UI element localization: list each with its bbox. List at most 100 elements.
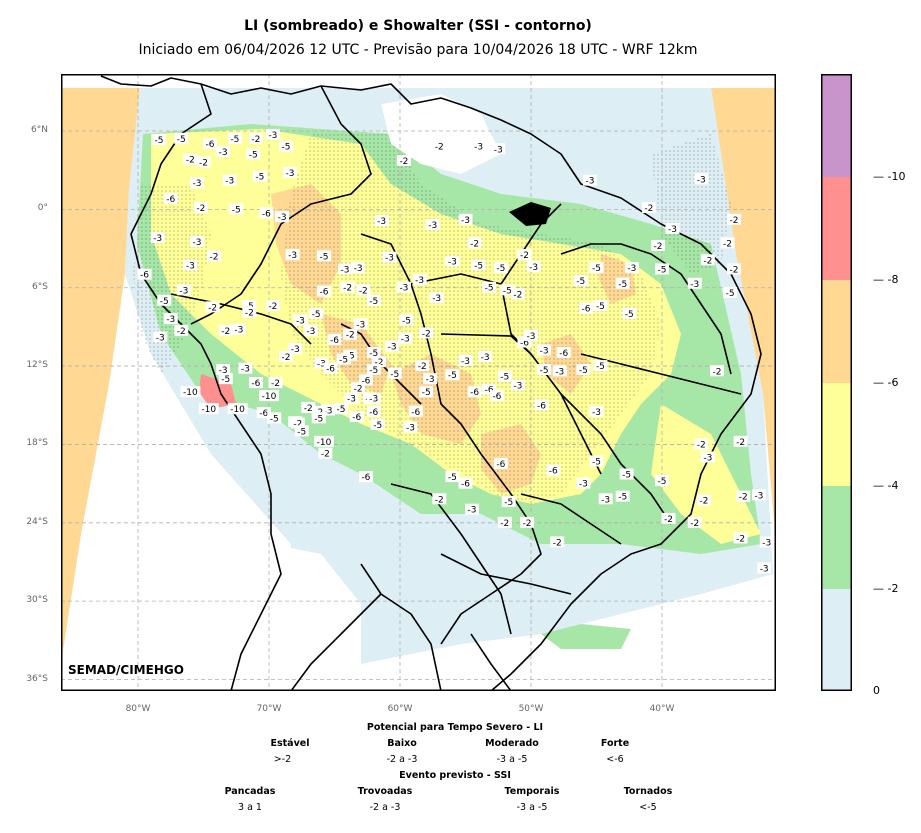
contour-label-bg xyxy=(227,132,242,144)
contour-label-bg xyxy=(641,202,656,214)
contour-label: -3 xyxy=(377,217,386,227)
ssi-storms-value: -3 a -5 xyxy=(516,802,548,813)
contour-label: -2 xyxy=(282,353,291,363)
contour-label: -5 xyxy=(230,135,239,145)
colorbar-tick-label: — -10 xyxy=(873,170,906,183)
contour-label-bg xyxy=(366,347,381,359)
contour-label-bg xyxy=(252,170,267,182)
contour-label-bg xyxy=(382,251,397,263)
contour-label: -5 xyxy=(504,498,513,508)
contour-label: -2 xyxy=(644,204,653,214)
contour-label-bg xyxy=(163,192,178,204)
contour-label: -5 xyxy=(592,264,601,274)
contour-label: -6 xyxy=(549,467,558,477)
contour-label-bg xyxy=(229,203,244,215)
contour-label-bg xyxy=(624,262,639,274)
forecast-map[interactable]: -5 -5-6-5 -2 -3-5-2 -2-3 -5-3 -3 -5 -3-6-2 -5 -6 -3… xyxy=(61,74,776,691)
contour-label-bg xyxy=(550,536,565,548)
colorbar-tick-label: — -4 xyxy=(873,479,899,492)
contour-label: -5 xyxy=(369,366,378,376)
contour-label-bg xyxy=(425,219,440,231)
contour-label-bg xyxy=(323,362,338,374)
contour-label: -3 xyxy=(401,335,410,345)
contour-label: -2 xyxy=(470,239,479,249)
contour-label: -6 xyxy=(492,392,501,402)
contour-label: -3 xyxy=(288,251,297,261)
colorbar xyxy=(821,74,852,691)
contour-label-bg xyxy=(445,369,460,381)
contour-label-bg xyxy=(218,373,233,385)
contour-label-bg xyxy=(279,350,294,362)
contour-label-bg xyxy=(349,411,364,423)
contour-label: -2 xyxy=(422,329,431,339)
contour-label-bg xyxy=(317,285,332,297)
colorbar-tick-label: — -2 xyxy=(873,582,899,595)
contour-label-bg xyxy=(537,363,552,375)
contour-label: -10 xyxy=(183,388,198,398)
contour-label-bg xyxy=(458,477,473,489)
contour-label-bg xyxy=(150,232,165,244)
contour-label-bg xyxy=(248,132,263,144)
contour-label-bg xyxy=(399,314,414,326)
contour-label: -3 xyxy=(426,375,435,385)
contour-label-bg xyxy=(534,399,549,411)
contour-label-bg xyxy=(579,302,594,314)
contour-label-bg xyxy=(582,174,597,186)
contour-label: -6 xyxy=(537,401,546,411)
contour-label: -5 xyxy=(177,135,186,145)
contour-label: -5 xyxy=(448,473,457,483)
contour-label-bg xyxy=(723,286,738,298)
contour-label: -2 xyxy=(553,538,562,548)
contour-label-bg xyxy=(153,331,168,343)
chart-title: LI (sombreado) e Showalter (SSI - contor… xyxy=(244,18,592,34)
contour-label: -2 xyxy=(739,493,748,503)
contour-label-bg xyxy=(467,386,482,398)
contour-label: -5 xyxy=(625,310,634,320)
contour-label: -3 xyxy=(278,213,287,223)
contour-label: -2 xyxy=(500,519,509,529)
contour-label: -6 xyxy=(326,365,335,375)
contour-label: -2 xyxy=(690,519,699,529)
contour-label: -3 xyxy=(179,286,188,296)
contour-label-bg xyxy=(370,418,385,430)
contour-label: -5 xyxy=(369,349,378,359)
li-strong-label: Forte xyxy=(600,738,630,749)
contour-label-bg xyxy=(491,143,506,155)
contour-label: -10 xyxy=(317,438,332,448)
contour-label: -5 xyxy=(402,316,411,326)
contour-label: -3 xyxy=(317,359,326,369)
contour-label: -2 xyxy=(523,519,532,529)
contour-label: -3 xyxy=(555,367,564,377)
contour-label-bg xyxy=(429,292,444,304)
contour-label: -2 xyxy=(435,495,444,505)
contour-label: -6 xyxy=(485,386,494,396)
contour-label-bg xyxy=(573,275,588,287)
contour-label-bg xyxy=(267,412,282,424)
contour-label: -3 xyxy=(415,276,424,286)
contour-label: -5 xyxy=(596,362,605,372)
contour-label-bg xyxy=(358,471,373,483)
contour-labels: -5 -5-6-5 -2 -3-5-2 -2-3 -5-3 -3 -5 -3-6-2 -5 -6 -3… xyxy=(137,128,774,575)
contour-label: -6 xyxy=(140,271,149,281)
contour-label: -5 xyxy=(160,297,169,307)
contour-label: -3 xyxy=(494,145,503,155)
contour-label-bg xyxy=(320,404,335,416)
chart-subtitle: Iniciado em 06/04/2026 12 UTC - Previsão… xyxy=(138,42,698,58)
colorbar-tick-label: — -6 xyxy=(873,376,899,389)
contour-label-bg xyxy=(751,489,766,501)
contour-label-bg xyxy=(615,490,630,502)
contour-label: -2 xyxy=(208,303,217,313)
lat-label: 18°S xyxy=(26,438,48,449)
contour-label-bg xyxy=(334,403,349,415)
contour-label-bg xyxy=(193,202,208,214)
contour-label-bg xyxy=(537,344,552,356)
lat-label: 6°N xyxy=(31,125,48,135)
contour-label-bg xyxy=(314,435,335,447)
contour-label-bg xyxy=(524,330,538,342)
contour-label-bg xyxy=(285,249,300,261)
contour-label-bg xyxy=(356,284,371,296)
contour-label: -6 xyxy=(461,480,470,490)
contour-label: -3 xyxy=(385,254,394,264)
contour-label-bg xyxy=(478,350,493,362)
contour-label-bg xyxy=(206,250,221,262)
